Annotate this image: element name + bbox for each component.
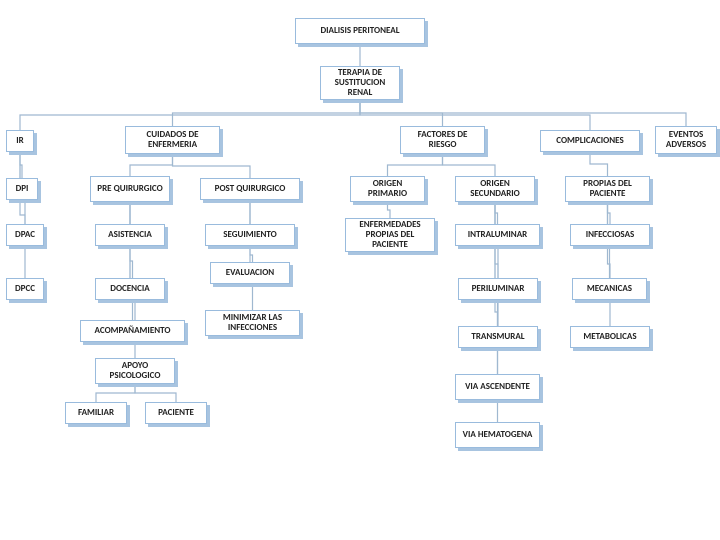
node-n11: ORIGEN PRIMARIO [350,176,425,202]
node-n8: DPI [6,178,38,200]
node-n16: SEGUIMIENTO [205,224,295,246]
node-n13: PROPIAS DEL PACIENTE [565,176,650,202]
node-n25: ACOMPAÑAMIENTO [80,320,185,342]
node-n7: EVENTOS ADVERSOS [655,126,717,154]
node-n15: ASISTENCIA [95,224,165,246]
node-n29: APOYO PSICOLOGICO [95,358,175,384]
node-n6: COMPLICACIONES [540,130,640,152]
node-n31: FAMILIAR [65,402,127,424]
node-n21: DOCENCIA [95,278,165,300]
node-n14: DPAC [6,224,44,246]
node-n26: MINIMIZAR LAS INFECCIONES [205,310,300,336]
node-n12: ORIGEN SECUNDARIO [455,176,535,202]
node-n2: TERAPIA DE SUSTITUCION RENAL [320,66,400,100]
node-n19: INFECCIOSAS [570,224,650,246]
node-n3: IR [6,130,34,152]
node-n32: PACIENTE [145,402,207,424]
node-n17: ENFERMEDADES PROPIAS DEL PACIENTE [345,218,435,252]
node-n18: INTRALUMINAR [455,224,540,246]
node-n23: PERILUMINAR [458,278,538,300]
node-n4: CUIDADOS DE ENFERMERIA [125,126,220,154]
node-n20: DPCC [6,278,44,300]
node-n1: DIALISIS PERITONEAL [295,18,425,44]
node-n33: VIA HEMATOGENA [455,422,540,448]
node-n30: VIA ASCENDENTE [455,374,540,400]
node-n5: FACTORES DE RIESGO [400,126,485,154]
node-n9: PRE QUIRURGICO [90,176,170,202]
node-n27: TRANSMURAL [458,326,538,348]
node-n10: POST QUIRURGICO [200,178,300,200]
node-n28: METABOLICAS [570,326,650,348]
node-n22: EVALUACION [210,262,290,284]
node-n24: MECANICAS [572,278,647,300]
